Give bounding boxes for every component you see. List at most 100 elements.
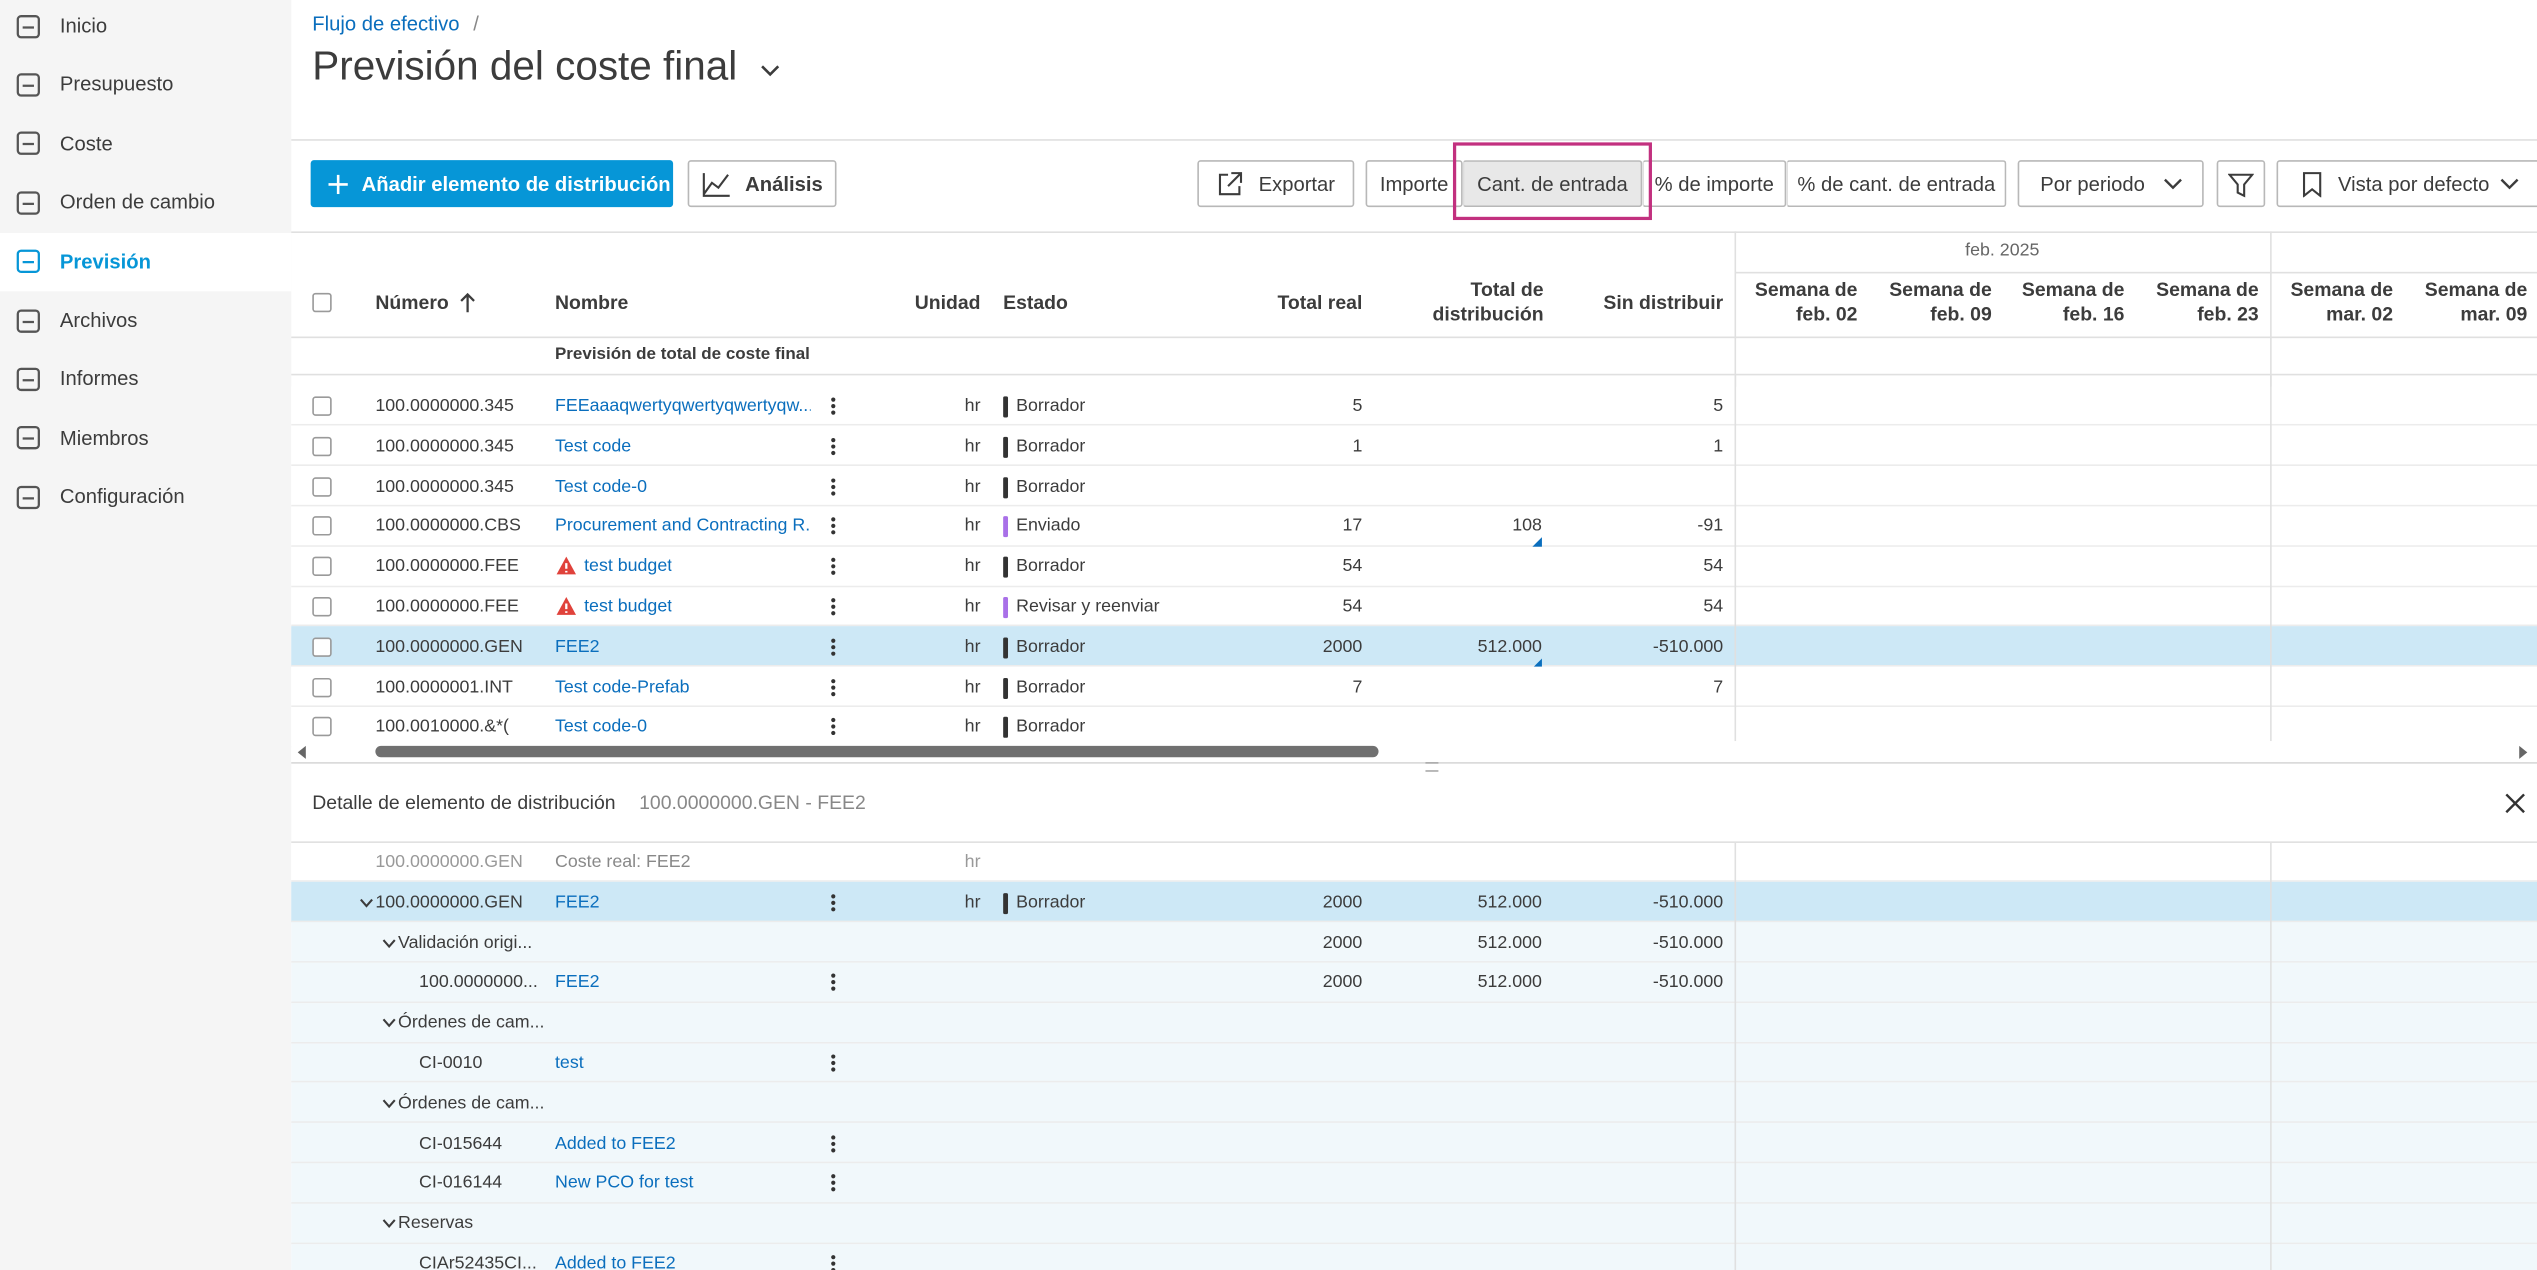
row-bg[interactable] — [291, 1203, 2537, 1244]
row-menu — [831, 1255, 836, 1270]
column-divider — [2270, 842, 2272, 1270]
row-menu — [831, 437, 836, 455]
row-bg[interactable] — [291, 882, 2537, 923]
view-mode-button[interactable]: Cant. de entrada — [1462, 160, 1643, 208]
row-unit: hr — [964, 556, 981, 577]
row-bg[interactable] — [291, 962, 2537, 1003]
sidebar-item[interactable]: Informes — [0, 350, 291, 408]
week-header[interactable]: Semana de mar. 02 — [2290, 278, 2394, 326]
resize-handle[interactable] — [1425, 762, 1439, 772]
sidebar-item[interactable]: Archivos — [0, 291, 291, 349]
row-dist: 512.000 — [1477, 637, 1542, 657]
row-bg[interactable] — [291, 1042, 2537, 1084]
row-bg[interactable] — [291, 466, 2537, 507]
row-number: 100.0000000.345 — [375, 436, 514, 456]
week-header[interactable]: Semana de feb. 23 — [2156, 278, 2259, 326]
period-dropdown[interactable]: Por periodo — [2017, 160, 2204, 208]
row-name[interactable]: FEE2 — [554, 637, 600, 657]
view-dropdown[interactable]: Vista por defecto — [2276, 160, 2537, 208]
row-bg[interactable] — [291, 666, 2537, 708]
row-bg[interactable] — [291, 1163, 2537, 1204]
week-header[interactable]: Semana de feb. 02 — [1754, 278, 1858, 326]
row-name[interactable]: Test code-Prefab — [554, 677, 690, 697]
row-number: 100.0000000.CBS — [375, 516, 521, 537]
filter-button[interactable] — [2216, 160, 2266, 208]
page-title[interactable]: Previsión del coste final — [312, 44, 781, 91]
analysis-button[interactable]: Análisis — [687, 160, 837, 208]
export-button[interactable]: Exportar — [1197, 160, 1355, 208]
chevron — [2500, 178, 2519, 190]
row-name[interactable]: Procurement and Contracting R... — [554, 516, 811, 537]
row-bg[interactable] — [291, 1002, 2537, 1043]
row-unit: hr — [964, 476, 981, 497]
row-status: Borrador — [1016, 396, 1086, 416]
breadcrumb-link[interactable]: Flujo de efectivo / — [312, 13, 479, 36]
row-name[interactable]: Added to FEE2 — [554, 1253, 676, 1270]
sidebar-label: Previsión — [59, 250, 151, 273]
row-bg[interactable] — [291, 1083, 2537, 1124]
add-button[interactable]: Añadir elemento de distribución — [310, 160, 674, 208]
sidebar-item[interactable]: Presupuesto — [0, 56, 291, 114]
row-name[interactable]: Test code-0 — [554, 476, 647, 497]
row-bg[interactable] — [291, 707, 2537, 748]
breadcrumb-separator: / — [473, 12, 479, 36]
detail-top — [291, 841, 2537, 843]
breadcrumb[interactable]: Flujo de efectivo — [312, 12, 460, 36]
column-header[interactable]: Estado — [1003, 291, 1068, 314]
row-name[interactable]: Added to FEE2 — [554, 1133, 676, 1153]
dist-flag — [1532, 537, 1542, 548]
week-header[interactable]: Semana de mar. 09 — [2424, 278, 2528, 326]
row-checkbox[interactable] — [312, 556, 332, 577]
row-checkbox[interactable] — [312, 476, 332, 497]
row-checkbox[interactable] — [312, 717, 332, 737]
row-bg[interactable] — [291, 546, 2537, 587]
row-checkbox[interactable] — [312, 677, 332, 697]
row-name[interactable]: Test code — [554, 436, 632, 456]
row-unit: hr — [964, 436, 981, 456]
cb-header[interactable] — [312, 292, 332, 313]
row-bg[interactable] — [291, 842, 2537, 883]
column-header[interactable]: Sin distribuir — [1603, 291, 1724, 314]
row-name[interactable]: test budget — [584, 597, 673, 617]
row-checkbox[interactable] — [312, 516, 332, 537]
close-button[interactable] — [2505, 793, 2526, 814]
row-name[interactable]: FEEaaaqwertyqwertyqwertyqw... — [554, 396, 811, 416]
row-bg[interactable] — [291, 1243, 2537, 1270]
row-name[interactable]: test — [554, 1053, 584, 1073]
sidebar-item[interactable]: Miembros — [0, 409, 291, 467]
view-mode-button[interactable]: Importe — [1365, 160, 1463, 208]
sidebar-item[interactable]: Coste — [0, 115, 291, 173]
week-header[interactable]: Semana de feb. 16 — [2021, 278, 2125, 326]
row-bg[interactable] — [291, 506, 2537, 547]
row-real: 5 — [1352, 396, 1363, 416]
sidebar-item[interactable]: Configuración — [0, 468, 291, 526]
column-header[interactable]: Total de distribución — [1432, 278, 1544, 326]
row-bg[interactable] — [291, 922, 2537, 963]
row-name[interactable]: test budget — [584, 556, 673, 577]
row-name[interactable]: FEE2 — [554, 973, 600, 993]
sidebar-item[interactable]: Inicio — [0, 0, 291, 55]
row-checkbox[interactable] — [312, 597, 332, 617]
row-checkbox[interactable] — [312, 396, 332, 416]
column-header[interactable]: Unidad — [914, 291, 981, 314]
row-name[interactable]: Test code-0 — [554, 717, 647, 737]
row-bg[interactable] — [291, 1123, 2537, 1164]
column-header[interactable]: Número — [375, 291, 449, 314]
sidebar-item[interactable]: Orden de cambio — [0, 173, 291, 231]
row-checkbox[interactable] — [312, 637, 332, 657]
row-bg[interactable] — [291, 586, 2537, 627]
row-bg[interactable] — [291, 626, 2537, 667]
row-bg[interactable] — [291, 426, 2537, 467]
row-name[interactable]: FEE2 — [554, 892, 600, 913]
row-name[interactable]: New PCO for test — [554, 1173, 694, 1194]
view-mode-button[interactable]: % de cant. de entrada — [1786, 160, 2007, 208]
column-header[interactable]: Total real — [1277, 291, 1363, 314]
row-checkbox[interactable] — [312, 436, 332, 456]
week-header[interactable]: Semana de feb. 09 — [1889, 278, 1992, 326]
view-mode-button[interactable]: % de importe — [1642, 160, 1787, 208]
sidebar-item[interactable]: Previsión — [0, 232, 292, 291]
row-bg[interactable] — [291, 386, 2537, 427]
warning-icon — [556, 556, 577, 575]
scroll-thumb[interactable] — [375, 745, 1379, 758]
column-header[interactable]: Nombre — [554, 291, 629, 314]
